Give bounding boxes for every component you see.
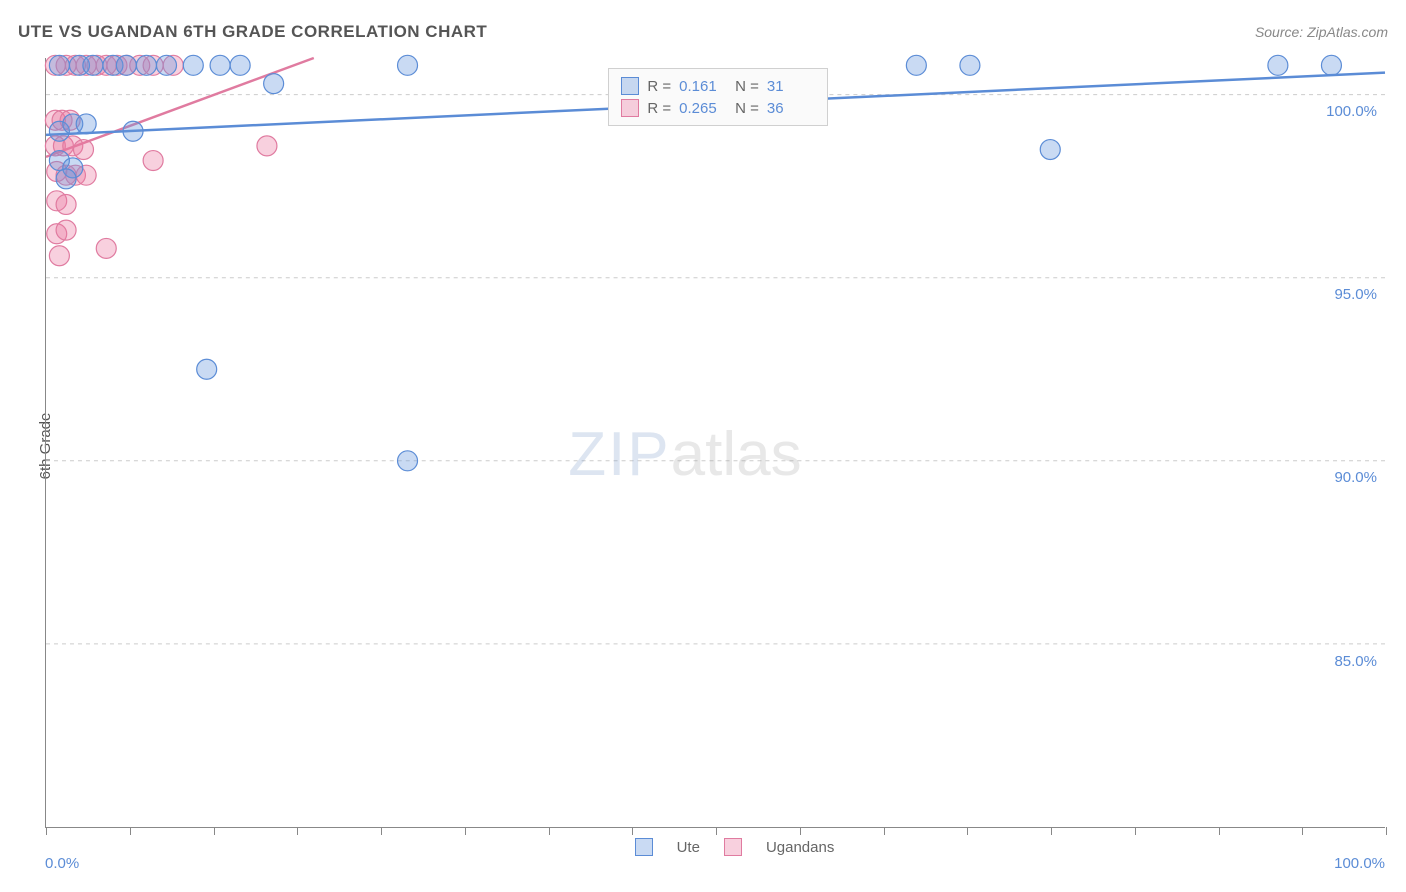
x-axis-min-label: 0.0%	[45, 855, 79, 872]
n-label: N =	[735, 100, 759, 117]
y-tick-label: 95.0%	[1334, 286, 1377, 303]
chart-title: UTE VS UGANDAN 6TH GRADE CORRELATION CHA…	[18, 22, 487, 42]
x-tick	[381, 827, 382, 835]
x-tick	[46, 827, 47, 835]
r-label: R =	[647, 100, 671, 117]
x-tick	[632, 827, 633, 835]
x-tick	[1219, 827, 1220, 835]
y-tick-label: 90.0%	[1334, 469, 1377, 486]
stats-legend: R = 0.161 N = 31 R = 0.265 N = 36	[608, 68, 828, 126]
stats-row-ugandans: R = 0.265 N = 36	[621, 97, 815, 119]
x-tick	[800, 827, 801, 835]
x-tick	[1135, 827, 1136, 835]
ugandans-n-value: 36	[767, 100, 815, 117]
x-tick	[549, 827, 550, 835]
x-tick	[214, 827, 215, 835]
ugandans-swatch-icon	[724, 838, 742, 856]
x-tick	[1051, 827, 1052, 835]
chart-svg	[46, 58, 1385, 827]
x-tick	[1302, 827, 1303, 835]
y-tick-label: 100.0%	[1326, 103, 1377, 120]
ugandans-legend-label: Ugandans	[766, 839, 834, 856]
ugandans-swatch-icon	[621, 99, 639, 117]
x-tick	[884, 827, 885, 835]
plot-area: ZIPatlas R = 0.161 N = 31 R = 0.265 N = …	[45, 58, 1385, 828]
ute-n-value: 31	[767, 78, 815, 95]
x-tick	[465, 827, 466, 835]
ute-swatch-icon	[621, 77, 639, 95]
x-tick	[967, 827, 968, 835]
stats-row-ute: R = 0.161 N = 31	[621, 75, 815, 97]
ute-swatch-icon	[635, 838, 653, 856]
n-label: N =	[735, 78, 759, 95]
ute-r-value: 0.161	[679, 78, 727, 95]
source-attribution: Source: ZipAtlas.com	[1255, 24, 1388, 40]
x-tick	[297, 827, 298, 835]
ugandans-r-value: 0.265	[679, 100, 727, 117]
x-tick	[1386, 827, 1387, 835]
r-label: R =	[647, 78, 671, 95]
ute-legend-label: Ute	[677, 839, 700, 856]
y-tick-label: 85.0%	[1334, 653, 1377, 670]
x-tick	[716, 827, 717, 835]
x-tick	[130, 827, 131, 835]
x-axis-max-label: 100.0%	[1334, 855, 1385, 872]
series-legend: Ute Ugandans	[635, 838, 835, 856]
